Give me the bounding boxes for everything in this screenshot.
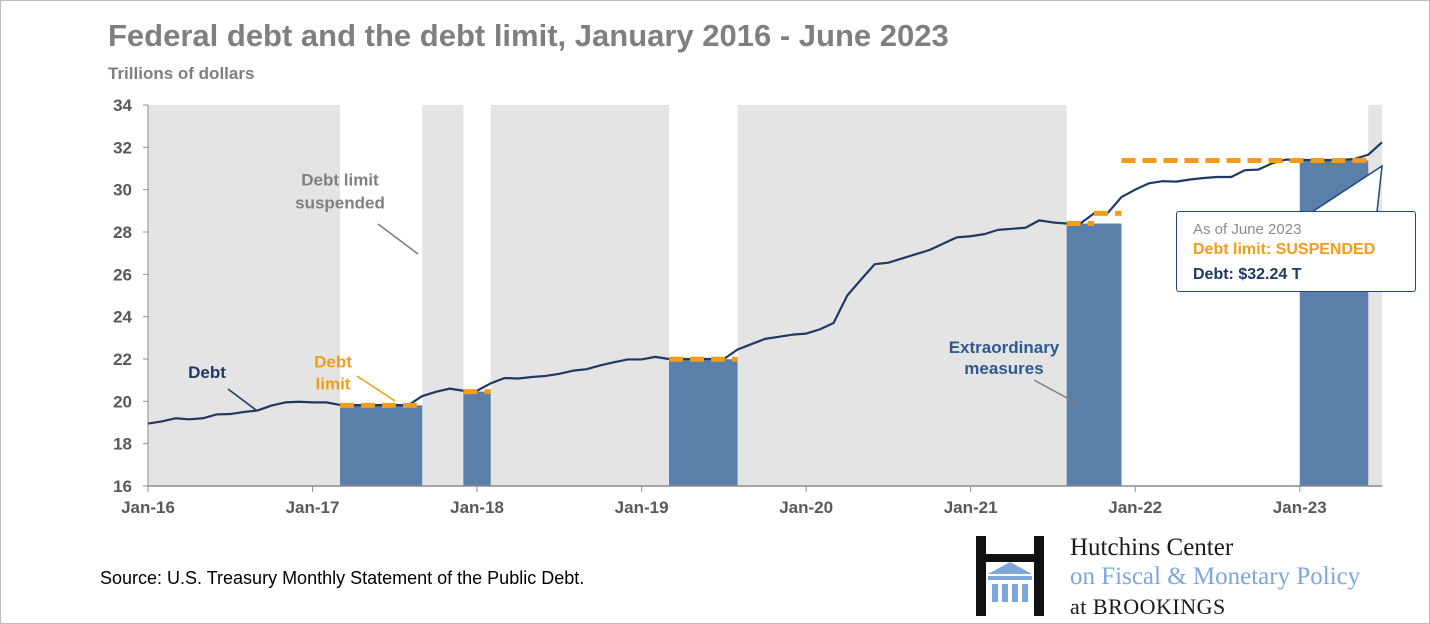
extraordinary-measures-bar-0 <box>339 405 423 486</box>
annotation-debt-limit-0: Debt <box>314 352 352 371</box>
logo-line-3: at BROOKINGS <box>1070 594 1226 620</box>
logo-line-1: Hutchins Center <box>1070 534 1234 561</box>
extraordinary-measures-bar-3 <box>1066 223 1122 487</box>
annotation-extraordinary-leader <box>1033 379 1079 405</box>
extraordinary-measures-bar-2 <box>669 359 738 486</box>
x-tick-label-2: Jan-18 <box>450 498 504 517</box>
callout-debt-limit: Debt limit: SUSPENDED <box>1193 241 1376 258</box>
y-tick-label-22: 22 <box>113 350 132 369</box>
brookings-logo-icon <box>976 536 1044 616</box>
suspended-region-3 <box>737 105 1067 486</box>
y-tick-label-32: 32 <box>113 138 132 157</box>
status-callout: As of June 2023 Debt limit: SUSPENDED De… <box>1176 211 1416 292</box>
annotation-debt-limit-1: limit <box>316 374 351 393</box>
annotation-extraordinary-0: Extraordinary <box>949 338 1060 357</box>
suspended-region-2 <box>490 105 670 486</box>
y-tick-label-26: 26 <box>113 265 132 284</box>
annotation-debt-0: Debt <box>188 363 226 382</box>
suspended-region-4 <box>1368 105 1382 486</box>
annotation-extraordinary-1: measures <box>964 359 1043 378</box>
suspended-region-1 <box>422 105 464 486</box>
y-tick-label-18: 18 <box>113 435 132 454</box>
annotation-debt-limit-leader <box>356 375 396 402</box>
source-note: Source: U.S. Treasury Monthly Statement … <box>100 568 585 588</box>
logo-brand: BROOKINGS <box>1092 594 1226 619</box>
x-tick-label-4: Jan-20 <box>779 498 833 517</box>
logo-line-3-prefix: at <box>1070 594 1093 619</box>
logo-line-2: on Fiscal & Monetary Policy <box>1070 563 1361 590</box>
y-tick-label-24: 24 <box>113 308 132 327</box>
annotation-debt-leader <box>227 388 257 411</box>
x-tick-label-6: Jan-22 <box>1108 498 1162 517</box>
callout-debt: Debt: $32.24 T <box>1193 266 1302 283</box>
y-tick-label-16: 16 <box>113 477 132 496</box>
callout-pointer <box>1311 164 1383 213</box>
extraordinary-measures-bar-1 <box>463 391 491 486</box>
annotation-suspended-1: suspended <box>295 193 385 212</box>
x-tick-label-5: Jan-21 <box>944 498 998 517</box>
x-tick-label-0: Jan-16 <box>121 498 175 517</box>
x-tick-label-3: Jan-19 <box>615 498 669 517</box>
y-tick-label-20: 20 <box>113 392 132 411</box>
y-tick-label-30: 30 <box>113 181 132 200</box>
suspended-region-0 <box>148 105 340 486</box>
x-tick-label-7: Jan-23 <box>1273 498 1327 517</box>
y-tick-label-34: 34 <box>113 96 132 115</box>
chart-title: Federal debt and the debt limit, January… <box>108 18 949 53</box>
y-tick-label-28: 28 <box>113 223 132 242</box>
x-tick-label-1: Jan-17 <box>286 498 340 517</box>
annotation-suspended-leader <box>377 223 419 255</box>
chart-plot: 16 18 20 22 24 26 28 30 32 34 Jan-16 Jan-17 Jan-18 Ja… <box>113 96 1383 517</box>
chart-subtitle: Trillions of dollars <box>108 64 255 83</box>
callout-date: As of June 2023 <box>1193 221 1302 238</box>
annotation-suspended-0: Debt limit <box>301 170 379 189</box>
